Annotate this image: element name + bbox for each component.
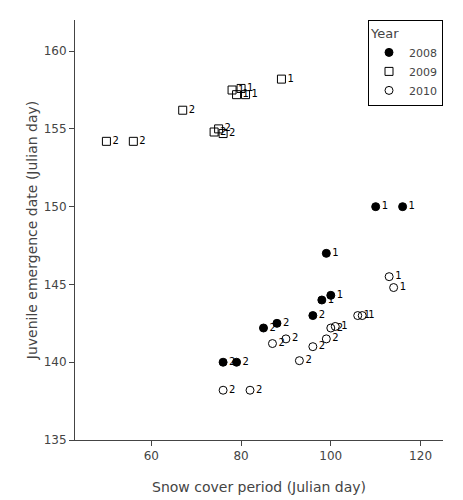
svg-text:120: 120 — [409, 449, 432, 463]
svg-text:2: 2 — [229, 384, 235, 395]
svg-text:1: 1 — [409, 200, 415, 211]
svg-text:2: 2 — [292, 332, 298, 343]
svg-text:2: 2 — [337, 322, 343, 333]
svg-text:2: 2 — [319, 340, 325, 351]
svg-text:1: 1 — [400, 281, 406, 292]
svg-text:2: 2 — [189, 104, 195, 115]
svg-text:150: 150 — [44, 200, 67, 214]
svg-text:1: 1 — [332, 247, 338, 258]
svg-text:1: 1 — [395, 270, 401, 281]
svg-text:160: 160 — [44, 44, 67, 58]
svg-text:2: 2 — [305, 354, 311, 365]
svg-text:1: 1 — [247, 82, 253, 93]
svg-text:Year: Year — [370, 26, 399, 41]
svg-text:2: 2 — [283, 317, 289, 328]
svg-text:2: 2 — [229, 127, 235, 138]
svg-text:2: 2 — [139, 135, 145, 146]
svg-text:2: 2 — [319, 309, 325, 320]
svg-text:Snow cover period (Julian day): Snow cover period (Julian day) — [152, 479, 366, 495]
svg-text:2: 2 — [225, 122, 231, 133]
svg-text:2: 2 — [112, 135, 118, 146]
svg-text:80: 80 — [233, 449, 248, 463]
svg-text:1: 1 — [238, 84, 244, 95]
svg-text:100: 100 — [319, 449, 342, 463]
svg-text:2: 2 — [243, 356, 249, 367]
svg-text:1: 1 — [328, 294, 334, 305]
svg-text:2: 2 — [269, 322, 275, 333]
svg-text:2: 2 — [229, 356, 235, 367]
svg-text:1: 1 — [252, 88, 258, 99]
svg-text:145: 145 — [44, 278, 67, 292]
svg-text:2010: 2010 — [409, 85, 437, 98]
svg-text:2008: 2008 — [409, 47, 437, 60]
svg-text:1: 1 — [337, 289, 343, 300]
svg-text:1: 1 — [287, 73, 293, 84]
svg-text:Juvenile emergence date (Julia: Juvenile emergence date (Julian day) — [24, 101, 40, 361]
svg-text:2009: 2009 — [409, 66, 437, 79]
svg-text:1: 1 — [368, 309, 374, 320]
svg-text:2: 2 — [220, 126, 226, 137]
svg-text:1: 1 — [382, 200, 388, 211]
svg-text:2: 2 — [278, 337, 284, 348]
svg-text:1: 1 — [364, 309, 370, 320]
svg-text:140: 140 — [44, 355, 67, 369]
svg-text:60: 60 — [144, 449, 159, 463]
svg-text:1: 1 — [341, 320, 347, 331]
svg-text:135: 135 — [44, 433, 67, 447]
svg-text:155: 155 — [44, 122, 67, 136]
svg-text:1: 1 — [243, 88, 249, 99]
svg-text:2: 2 — [332, 332, 338, 343]
svg-text:2: 2 — [256, 384, 262, 395]
